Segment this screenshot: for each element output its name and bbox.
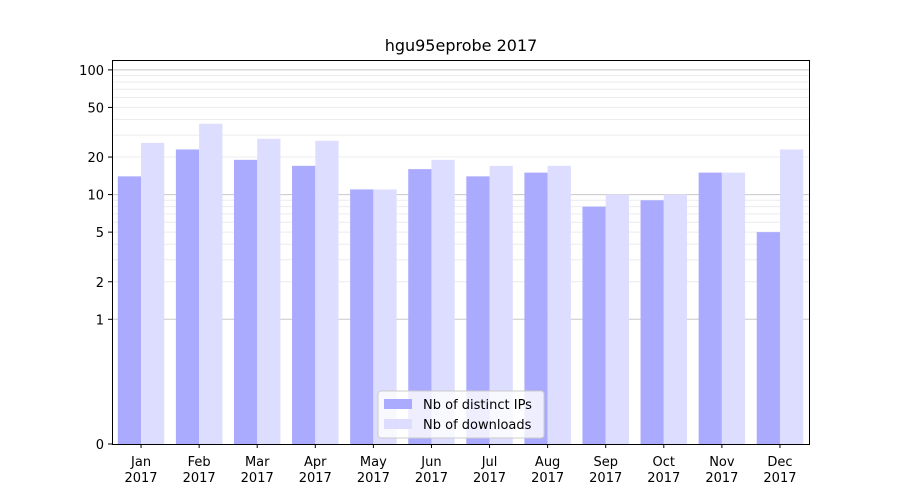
bar (779, 149, 804, 444)
x-tick-label-month: Jun (420, 455, 441, 470)
x-tick-label-year: 2017 (124, 471, 157, 486)
x-tick-label-month: Jan (130, 455, 151, 470)
bar (257, 138, 281, 444)
legend-swatch (384, 399, 412, 409)
grid-lines (112, 69, 809, 320)
bar (141, 142, 165, 445)
plot-area-frame (112, 60, 810, 445)
x-tick-label-year: 2017 (183, 471, 216, 486)
x-tick-label-year: 2017 (473, 471, 506, 486)
bar (233, 159, 258, 444)
bar (315, 140, 339, 444)
bar (199, 123, 223, 444)
x-tick-label-year: 2017 (241, 471, 274, 486)
x-tick-label-year: 2017 (357, 471, 390, 486)
bar (605, 194, 629, 444)
x-tick-label-year: 2017 (763, 471, 796, 486)
x-tick-label-year: 2017 (589, 471, 622, 486)
x-tick-label-month: Aug (535, 455, 560, 470)
bar (489, 165, 513, 444)
bar (373, 189, 397, 444)
x-tick-label-month: Mar (245, 455, 270, 470)
y-tick-label: 100 (79, 64, 104, 79)
bar (663, 194, 688, 444)
x-tick-label-month: Feb (188, 455, 211, 470)
x-tick-label-month: Nov (709, 455, 735, 470)
y-tick-label: 20 (87, 151, 104, 166)
legend-label: Nb of distinct IPs (423, 398, 532, 413)
x-tick-label-year: 2017 (705, 471, 738, 486)
y-tick-label: 50 (87, 101, 104, 116)
x-tick-label-month: Dec (767, 455, 792, 470)
x-tick-label-month: Oct (653, 455, 675, 470)
y-tick-label: 0 (96, 438, 104, 453)
bars (117, 123, 804, 445)
legend-box (377, 390, 545, 439)
bar (698, 172, 722, 444)
chart-title: hgu95eprobe 2017 (385, 36, 538, 55)
x-tick-label-month: Sep (593, 455, 618, 470)
bar (524, 172, 548, 444)
y-tick-label: 10 (87, 189, 104, 204)
x-axis: Jan2017Feb2017Mar2017Apr2017May2017Jun20… (124, 444, 797, 486)
bar (175, 149, 200, 444)
bar (756, 232, 780, 444)
bar (431, 159, 455, 444)
legend-label: Nb of downloads (423, 418, 532, 433)
x-tick-label-year: 2017 (415, 471, 448, 486)
bar (408, 169, 432, 444)
x-tick-label-month: May (360, 455, 387, 470)
y-tick-label: 5 (96, 226, 104, 241)
bar (640, 200, 664, 444)
x-tick-label-month: Jul (481, 455, 498, 470)
x-tick-label-year: 2017 (647, 471, 680, 486)
y-tick-label: 2 (96, 276, 104, 291)
y-tick-label: 1 (96, 313, 104, 328)
legend: Nb of distinct IPs Nb of downloads (377, 390, 545, 439)
bar (466, 176, 490, 444)
x-tick-label-year: 2017 (531, 471, 564, 486)
bar (547, 165, 571, 444)
legend-swatch (384, 419, 412, 429)
bar (721, 172, 746, 444)
bar (350, 189, 374, 444)
bar (582, 206, 606, 444)
bar (117, 176, 142, 444)
x-tick-label-year: 2017 (299, 471, 332, 486)
y-axis: 0 1 2 5 10 20 50 100 (79, 64, 112, 453)
bar (292, 165, 316, 444)
x-tick-label-month: Apr (304, 455, 327, 470)
